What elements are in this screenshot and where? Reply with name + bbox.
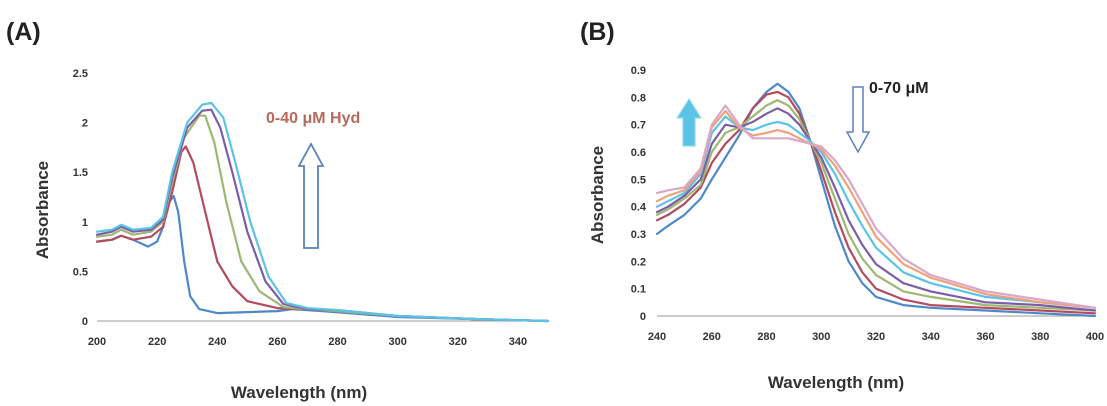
panel-a-ticks: 200 220 240 260 280 300 320 340 0 0.5 1 1.5 2 2.5 (73, 68, 527, 348)
series-line-5 (655, 115, 1097, 309)
x-tick-label: 220 (148, 336, 166, 348)
y-tick-label: 1 (82, 217, 88, 229)
series-line-3 (95, 114, 550, 323)
series-line-3 (655, 99, 1097, 312)
series-line-7 (655, 104, 1097, 309)
series-line-2 (655, 90, 1097, 315)
x-tick-label: 240 (208, 336, 226, 348)
series-line-6 (655, 109, 1097, 309)
down-arrow-icon (845, 86, 871, 154)
panel-b-ylabel: Absorbance (588, 146, 607, 244)
x-tick-label: 260 (268, 336, 286, 348)
y-tick-label: 0 (82, 316, 88, 328)
x-tick-label: 240 (648, 331, 666, 343)
x-tick-label: 260 (703, 331, 721, 343)
x-tick-label: 340 (509, 336, 527, 348)
panel-a-xlabel: Wavelength (nm) (231, 383, 367, 402)
panel-b-annotation: 0-70 μM (869, 80, 929, 97)
panel-a-ylabel: Absorbance (33, 161, 52, 259)
y-tick-label: 0.5 (73, 266, 88, 278)
y-tick-label: 0.8 (631, 92, 646, 104)
series-line-4 (95, 108, 550, 323)
panel-b: (B) Absorbance Wavelength (nm) 240 260 280… (580, 18, 1104, 392)
x-tick-label: 360 (976, 331, 994, 343)
y-tick-label: 0 (640, 311, 646, 323)
x-tick-label: 300 (388, 336, 406, 348)
up-arrow-icon (297, 142, 325, 249)
panel-b-ticks: 240 260 280 300 320 340 360 380 400 0 0.1 0.2 0.3 0.4… (631, 65, 1104, 343)
up-arrow-icon (675, 97, 703, 147)
y-tick-label: 1.5 (73, 167, 88, 179)
x-tick-label: 400 (1086, 331, 1104, 343)
x-tick-label: 320 (867, 331, 885, 343)
y-tick-label: 0.2 (631, 256, 646, 268)
y-tick-label: 0.6 (631, 147, 646, 159)
series-line-5 (95, 101, 550, 323)
y-tick-label: 0.7 (631, 120, 646, 132)
x-tick-label: 380 (1031, 331, 1049, 343)
y-tick-label: 0.5 (631, 174, 646, 186)
series-line-2 (95, 145, 550, 323)
panel-a: (A) Absorbance Wavelength (nm) 200 220 240… (6, 18, 550, 402)
panel-a-series (95, 101, 550, 323)
y-tick-label: 0.3 (631, 229, 646, 241)
panel-b-xlabel: Wavelength (nm) (768, 373, 904, 392)
panel-b-label: (B) (580, 18, 615, 46)
y-tick-label: 0.1 (631, 284, 646, 296)
panel-b-series (655, 82, 1097, 318)
y-tick-label: 2.5 (73, 68, 88, 80)
y-tick-label: 0.4 (631, 202, 647, 214)
series-line-1 (655, 82, 1097, 318)
panel-a-label: (A) (6, 18, 41, 46)
panel-a-annotation: 0-40 μM Hyd (266, 110, 360, 127)
x-tick-label: 300 (812, 331, 830, 343)
x-tick-label: 340 (922, 331, 940, 343)
y-tick-label: 0.9 (631, 65, 646, 77)
x-tick-label: 200 (88, 336, 106, 348)
y-tick-label: 2 (82, 118, 88, 130)
x-tick-label: 280 (328, 336, 346, 348)
x-tick-label: 320 (449, 336, 467, 348)
x-tick-label: 280 (757, 331, 775, 343)
series-line-4 (655, 107, 1097, 312)
